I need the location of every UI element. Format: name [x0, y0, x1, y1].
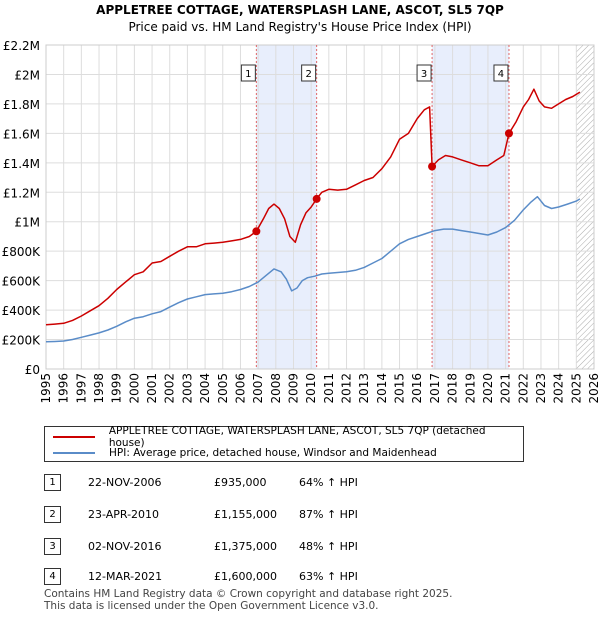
- x-tick-label: 2023: [534, 373, 548, 404]
- transaction-hpi: 64% ↑ HPI: [299, 476, 358, 489]
- chart-title: APPLETREE COTTAGE, WATERSPLASH LANE, ASC…: [96, 3, 504, 17]
- transaction-date: 23-APR-2010: [88, 508, 160, 521]
- legend-label-hpi: HPI: Average price, detached house, Wind…: [109, 446, 437, 459]
- y-tick-label: £0: [25, 363, 40, 377]
- marker-label: 1: [245, 69, 251, 80]
- marker-label-box: [240, 64, 256, 82]
- y-tick-label: £1.4M: [3, 157, 40, 171]
- x-tick-label: 2022: [516, 373, 530, 404]
- transaction-badge: 3: [44, 538, 61, 555]
- sale-point: [312, 194, 321, 203]
- table-row: 1 22-NOV-2006 £935,000 64% ↑ HPI: [44, 474, 464, 492]
- y-tick-label: £2M: [14, 68, 40, 82]
- x-tick-label: 2013: [357, 373, 371, 404]
- hpi-series-line: [45, 195, 581, 343]
- y-tick-label: £200K: [2, 334, 42, 348]
- transaction-hpi: 87% ↑ HPI: [299, 508, 358, 521]
- x-tick-label: 2000: [127, 373, 141, 404]
- x-tick-label: 2008: [269, 373, 283, 404]
- x-tick-label: 2001: [145, 373, 159, 404]
- legend-swatch-hpi: [53, 451, 95, 454]
- x-tick-label: 2019: [463, 373, 477, 404]
- y-tick-label: £2.2M: [3, 39, 40, 53]
- marker-label: 2: [305, 69, 311, 80]
- transaction-badge: 1: [44, 474, 61, 491]
- x-tick-label: 2025: [569, 373, 583, 404]
- x-tick-label: 2026: [587, 373, 600, 404]
- transaction-price: £935,000: [214, 476, 267, 489]
- shaded-range: [256, 45, 317, 369]
- y-tick-label: £1.6M: [3, 127, 40, 141]
- footer-licence: This data is licensed under the Open Gov…: [44, 600, 379, 612]
- x-tick-label: 1995: [39, 373, 53, 404]
- x-tick-label: 2016: [410, 373, 424, 404]
- x-tick-label: 2004: [198, 373, 212, 404]
- y-tick-label: £1M: [14, 216, 40, 230]
- footer-copyright: Contains HM Land Registry data © Crown c…: [44, 588, 453, 600]
- x-tick-label: 2015: [393, 373, 407, 404]
- x-tick-label: 2014: [375, 373, 389, 404]
- transaction-badge: 2: [44, 506, 61, 523]
- property-series-line: [45, 88, 581, 326]
- table-row: 3 02-NOV-2016 £1,375,000 48% ↑ HPI: [44, 538, 464, 556]
- x-tick-label: 2007: [251, 373, 265, 404]
- transaction-date: 22-NOV-2006: [88, 476, 162, 489]
- transaction-hpi: 63% ↑ HPI: [299, 570, 358, 583]
- sale-point: [504, 129, 513, 138]
- price-chart: APPLETREE COTTAGE, WATERSPLASH LANE, ASC…: [2, 3, 600, 404]
- x-tick-label: 2012: [340, 373, 354, 404]
- marker-label-box: [301, 64, 317, 82]
- marker-label: 4: [498, 69, 504, 80]
- table-row: 4 12-MAR-2021 £1,600,000 63% ↑ HPI: [44, 568, 464, 586]
- x-tick-label: 1997: [74, 373, 88, 404]
- x-tick-label: 2005: [216, 373, 230, 404]
- hatched-region: [576, 45, 594, 369]
- x-tick-label: 2002: [163, 373, 177, 404]
- transaction-price: £1,155,000: [214, 508, 277, 521]
- x-tick-label: 2017: [428, 373, 442, 404]
- x-tick-label: 2006: [233, 373, 247, 404]
- transaction-badge: 4: [44, 568, 61, 585]
- x-tick-label: 1998: [92, 373, 106, 404]
- x-tick-label: 1999: [110, 373, 124, 404]
- x-tick-label: 1996: [57, 373, 71, 404]
- legend-item-hpi: HPI: Average price, detached house, Wind…: [45, 444, 437, 461]
- footer: Contains HM Land Registry data © Crown c…: [44, 588, 452, 612]
- y-tick-label: £400K: [2, 304, 42, 318]
- x-tick-label: 2011: [322, 373, 336, 404]
- legend: APPLETREE COTTAGE, WATERSPLASH LANE, ASC…: [44, 425, 524, 462]
- x-tick-label: 2021: [499, 373, 513, 404]
- transaction-hpi: 48% ↑ HPI: [299, 540, 358, 553]
- marker-label: 3: [421, 69, 427, 80]
- x-tick-label: 2009: [286, 373, 300, 404]
- y-tick-label: £1.2M: [3, 186, 40, 200]
- plot-area: [45, 44, 595, 370]
- legend-swatch-property: [53, 435, 95, 438]
- table-row: 2 23-APR-2010 £1,155,000 87% ↑ HPI: [44, 506, 464, 524]
- transaction-price: £1,375,000: [214, 540, 277, 553]
- chart-subtitle: Price paid vs. HM Land Registry's House …: [128, 20, 471, 34]
- marker-label-box: [493, 64, 509, 82]
- y-tick-label: £600K: [2, 275, 42, 289]
- y-tick-label: £1.8M: [3, 98, 40, 112]
- transaction-date: 02-NOV-2016: [88, 540, 162, 553]
- x-tick-label: 2010: [304, 373, 318, 404]
- y-tick-label: £800K: [2, 245, 42, 259]
- transaction-date: 12-MAR-2021: [88, 570, 163, 583]
- transaction-price: £1,600,000: [214, 570, 277, 583]
- x-tick-label: 2018: [446, 373, 460, 404]
- x-tick-label: 2024: [552, 373, 566, 404]
- marker-label-box: [416, 64, 432, 82]
- x-tick-label: 2003: [180, 373, 194, 404]
- legend-label-property: APPLETREE COTTAGE, WATERSPLASH LANE, ASC…: [108, 424, 486, 449]
- x-tick-label: 2020: [481, 373, 495, 404]
- legend-item-property: APPLETREE COTTAGE, WATERSPLASH LANE, ASC…: [45, 425, 523, 449]
- sale-point: [252, 227, 261, 236]
- sale-point: [428, 162, 437, 171]
